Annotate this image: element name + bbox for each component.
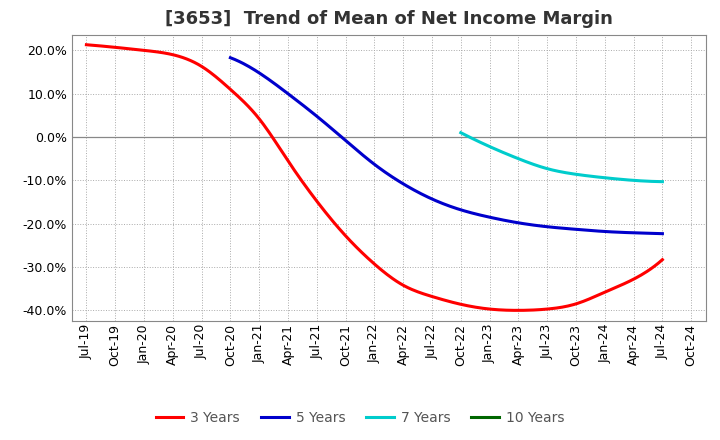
Title: [3653]  Trend of Mean of Net Income Margin: [3653] Trend of Mean of Net Income Margi… bbox=[165, 10, 613, 28]
Legend: 3 Years, 5 Years, 7 Years, 10 Years: 3 Years, 5 Years, 7 Years, 10 Years bbox=[150, 406, 570, 431]
